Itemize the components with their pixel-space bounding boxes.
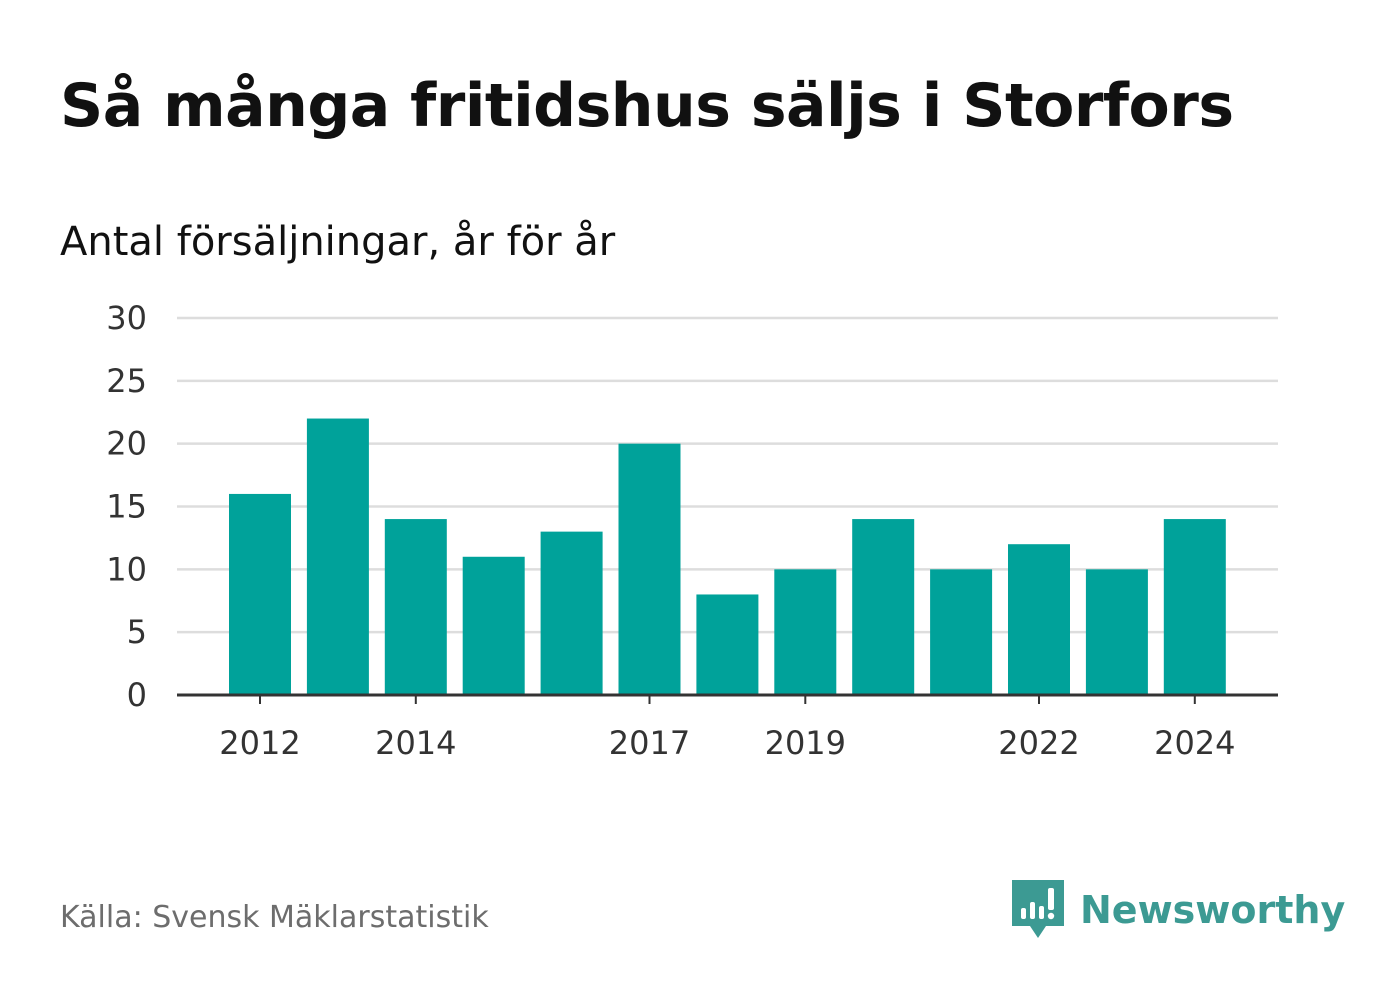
bar-2018 <box>696 594 759 695</box>
x-axis-labels: 2012 2014 2017 2019 2022 2024 <box>219 724 1235 762</box>
brand-logo: Newsworthy <box>1012 880 1345 940</box>
y-tick-label: 10 <box>106 550 147 588</box>
bar-2021 <box>930 569 993 695</box>
chart-subtitle: Antal försäljningar, år för år <box>60 219 616 265</box>
x-tick-label: 2024 <box>1154 724 1235 762</box>
newsworthy-logo-icon <box>1012 880 1064 938</box>
bar-2014 <box>384 519 447 695</box>
bar-2024 <box>1163 519 1226 695</box>
x-tick-label: 2017 <box>609 724 690 762</box>
bar-2012 <box>229 493 291 695</box>
y-tick-label: 15 <box>106 488 147 526</box>
x-tick-label: 2019 <box>765 724 846 762</box>
x-tick-label: 2022 <box>998 724 1079 762</box>
bar-2023 <box>1085 569 1148 695</box>
y-axis-labels: 0 5 10 15 20 25 30 <box>106 299 147 714</box>
y-tick-label: 20 <box>106 425 147 463</box>
bar-2019 <box>774 569 837 695</box>
bar-2016 <box>540 531 603 695</box>
brand-name: Newsworthy <box>1080 888 1346 932</box>
y-tick-label: 30 <box>106 299 147 337</box>
y-tick-label: 25 <box>106 362 147 400</box>
bar-2022 <box>1008 544 1070 695</box>
bar-2015 <box>462 556 525 695</box>
y-tick-label: 5 <box>127 613 147 651</box>
bar-2020 <box>852 519 915 695</box>
bar-2017 <box>618 443 681 695</box>
x-tick-label: 2012 <box>219 724 300 762</box>
chart-title: Så många fritidshus säljs i Storfors <box>60 71 1234 141</box>
y-tick-label: 0 <box>127 676 147 714</box>
bar-2013 <box>306 418 369 695</box>
x-axis <box>177 693 1278 704</box>
bars <box>229 418 1226 695</box>
source-note: Källa: Svensk Mäklarstatistik <box>60 900 489 935</box>
x-tick-label: 2014 <box>375 724 456 762</box>
